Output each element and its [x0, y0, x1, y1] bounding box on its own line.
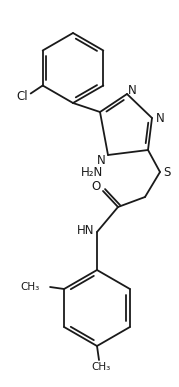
Text: CH₃: CH₃ [91, 362, 111, 372]
Text: N: N [97, 154, 105, 166]
Text: N: N [156, 113, 164, 125]
Text: Cl: Cl [16, 90, 28, 103]
Text: S: S [163, 166, 171, 178]
Text: H₂N: H₂N [81, 166, 103, 180]
Text: HN: HN [77, 224, 95, 236]
Text: O: O [91, 180, 101, 192]
Text: N: N [128, 84, 136, 98]
Text: CH₃: CH₃ [21, 282, 40, 292]
